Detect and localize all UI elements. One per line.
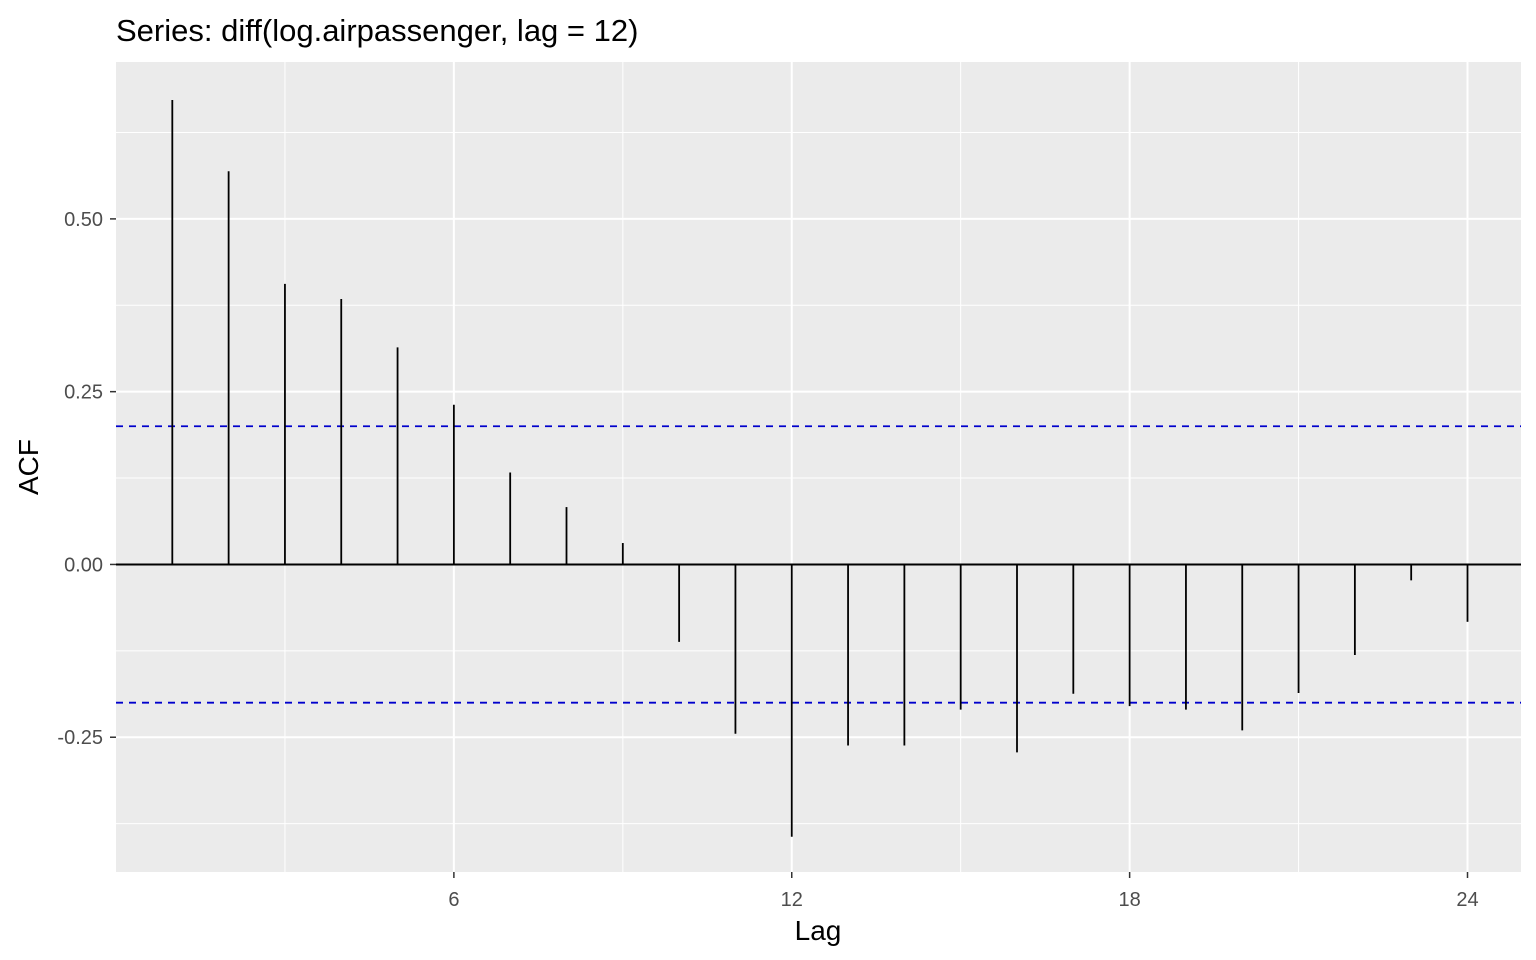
y-axis-title: ACF <box>13 439 44 495</box>
x-tick-label: 6 <box>448 889 459 911</box>
chart-title: Series: diff(log.airpassenger, lag = 12) <box>116 13 638 48</box>
acf-bars <box>171 100 1469 837</box>
x-tick-label: 24 <box>1456 889 1478 911</box>
minor-gridlines <box>116 62 1521 872</box>
plot-panel <box>116 62 1521 872</box>
x-axis: 6 12 18 24 <box>448 872 1479 911</box>
y-axis: -0.25 0.00 0.25 0.50 <box>57 209 116 749</box>
x-axis-title: Lag <box>795 915 842 946</box>
y-tick-label: 0.00 <box>64 554 103 576</box>
y-tick-label: 0.50 <box>64 209 103 231</box>
x-tick-label: 18 <box>1119 889 1141 911</box>
x-tick-label: 12 <box>781 889 803 911</box>
y-tick-label: -0.25 <box>57 727 103 749</box>
y-tick-label: 0.25 <box>64 382 103 404</box>
confidence-bounds <box>116 425 1521 704</box>
